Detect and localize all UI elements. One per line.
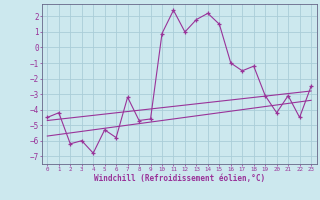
X-axis label: Windchill (Refroidissement éolien,°C): Windchill (Refroidissement éolien,°C) (94, 174, 265, 183)
